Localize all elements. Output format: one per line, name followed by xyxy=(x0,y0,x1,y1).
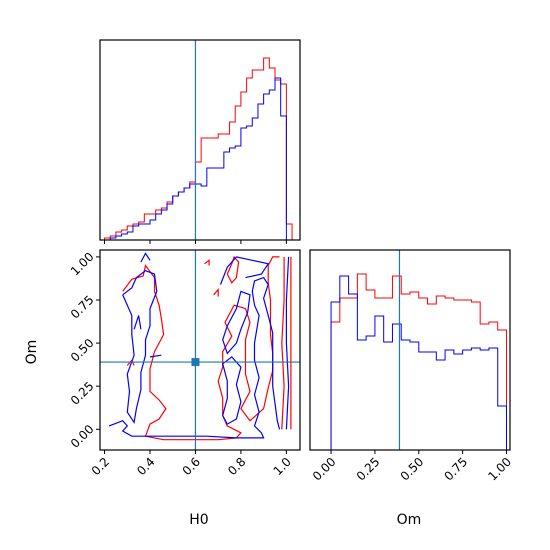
y-tick-label: 1.00 xyxy=(68,250,97,279)
x-tick-label: 0.6 xyxy=(180,455,203,478)
x-tick-label: 1.00 xyxy=(485,455,514,484)
contour-series-1-line xyxy=(122,256,280,441)
x-tick-label: 0.4 xyxy=(134,455,157,478)
h0-histogram-series-1 xyxy=(104,57,293,240)
om-histogram-panel: 0.00 0.25 0.50 0.75 1.00 xyxy=(309,249,514,484)
x-tick-label: 0.50 xyxy=(398,455,427,484)
h0-histogram-frame xyxy=(99,39,301,241)
h0-om-contour-panel: 0.2 0.4 0.6 0.8 1.0 0.00 0.25 0.50 0.75 1.00 xyxy=(68,249,301,478)
y-tick-label: 0.75 xyxy=(68,293,97,322)
x-tick-label: 0.2 xyxy=(89,455,112,478)
contour-series-1-line xyxy=(281,256,285,430)
y-tick-label: 0.50 xyxy=(68,336,97,365)
x-tick-label: 0.00 xyxy=(310,455,339,484)
h0-histogram-panel xyxy=(99,39,301,244)
h0-histogram-series-2 xyxy=(104,77,293,240)
x-tick-label: 1.0 xyxy=(271,455,294,478)
x-tick-label: 0.75 xyxy=(441,455,470,484)
contour-series-2-line xyxy=(285,256,290,430)
contour-series-2-line xyxy=(219,256,270,285)
contour-series-1-line xyxy=(226,255,240,284)
contour-series-2-line xyxy=(133,315,142,330)
x-axis-label-h0: H0 xyxy=(189,512,208,528)
contour-series-2-line xyxy=(108,276,281,439)
contour-series-2-line xyxy=(122,270,158,425)
om-histogram-frame xyxy=(309,249,511,451)
x-tick-label: 0.8 xyxy=(225,455,248,478)
x-tick-label: 0.25 xyxy=(354,455,383,484)
contour-frame xyxy=(99,249,301,451)
y-tick-label: 0.25 xyxy=(68,379,97,408)
y-axis-label-om: Om xyxy=(24,340,40,365)
contour-series-1-line xyxy=(204,259,210,266)
x-axis-label-om: Om xyxy=(397,512,422,528)
y-tick-label: 0.00 xyxy=(68,422,97,451)
contour-series-2-line xyxy=(140,252,151,263)
om-histogram-series-1 xyxy=(313,273,507,450)
contour-series-2-line xyxy=(149,354,162,358)
contour-series-1-line xyxy=(213,288,219,297)
truth-marker xyxy=(191,358,200,367)
contour-series-2-line xyxy=(222,356,242,425)
om-histogram-series-2 xyxy=(313,275,507,450)
contour-series-2-line xyxy=(222,290,251,355)
